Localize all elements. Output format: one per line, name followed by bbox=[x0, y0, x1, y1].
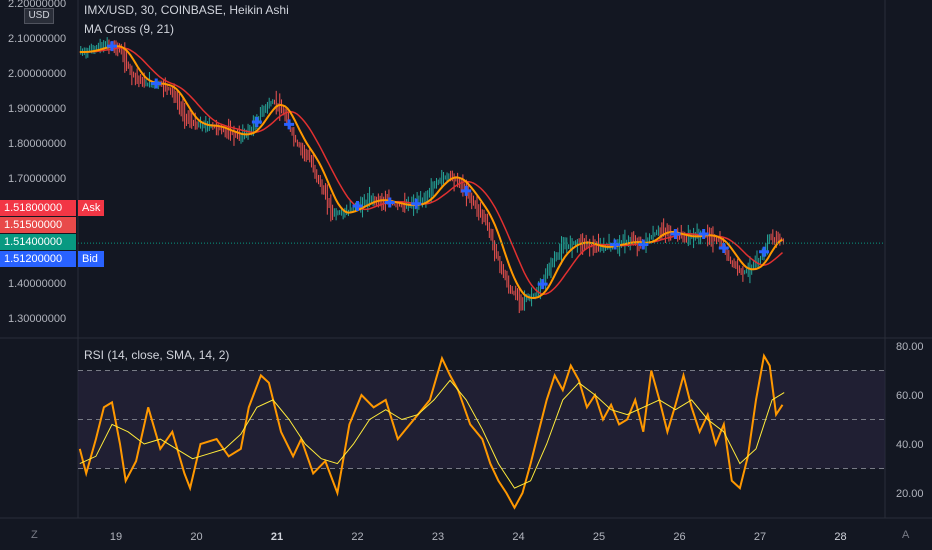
price-axis-tick-label: 1.70000000 bbox=[8, 173, 66, 185]
rsi-axis-tick-label: 40.00 bbox=[896, 439, 924, 451]
time-axis-tick-label: 26 bbox=[673, 531, 685, 543]
ma-cross-marker bbox=[461, 185, 472, 196]
ask-text-badge: Ask bbox=[78, 200, 104, 216]
time-axis-tick-label: 24 bbox=[512, 531, 524, 543]
time-axis-tick-label: 22 bbox=[351, 531, 363, 543]
last-price-badge: 1.51400000 bbox=[0, 234, 76, 250]
ma-cross-label[interactable]: MA Cross (9, 21) bbox=[84, 22, 175, 36]
price-axis-tick-label: 1.80000000 bbox=[8, 138, 66, 150]
ma-cross-marker bbox=[638, 239, 649, 250]
rsi-axis-tick-label: 20.00 bbox=[896, 488, 924, 500]
price-axis-tick-label: 1.30000000 bbox=[8, 313, 66, 325]
price-axis-tick-label: 2.20000000 bbox=[8, 0, 66, 10]
time-axis-tick-label: 21 bbox=[271, 531, 283, 543]
ask2-price-badge: 1.51500000 bbox=[0, 217, 76, 233]
price-axis-tick-label: 1.40000000 bbox=[8, 278, 66, 290]
time-axis-tick-label: 25 bbox=[593, 531, 605, 543]
ma-cross-marker bbox=[151, 78, 162, 89]
ma-cross-marker bbox=[106, 41, 117, 52]
price-axis-tick-label: 2.10000000 bbox=[8, 33, 66, 45]
ma-slow-line bbox=[79, 47, 783, 296]
time-axis-tick-label: 23 bbox=[432, 531, 444, 543]
ma-cross-marker bbox=[251, 117, 262, 127]
bid-price-badge: 1.51200000 bbox=[0, 251, 76, 267]
rsi-label[interactable]: RSI (14, close, SMA, 14, 2) bbox=[84, 348, 230, 362]
ma-cross-marker bbox=[698, 229, 709, 239]
ma-cross-marker bbox=[411, 198, 422, 209]
price-axis-tick-label: 1.90000000 bbox=[8, 103, 66, 115]
ma-cross-marker bbox=[284, 119, 295, 130]
chart-title: IMX/USD, 30, COINBASE, Heikin Ashi bbox=[84, 3, 289, 17]
ma-cross-marker bbox=[759, 246, 770, 257]
ma-cross-marker bbox=[718, 243, 729, 253]
bid-text-badge: Bid bbox=[78, 251, 104, 267]
rsi-axis-tick-label: 80.00 bbox=[896, 341, 924, 353]
ma-cross-marker bbox=[670, 229, 681, 239]
rsi-line bbox=[78, 352, 784, 510]
ma-cross-marker bbox=[610, 239, 621, 250]
currency-badge[interactable]: USD bbox=[24, 8, 54, 24]
auto-scale-button-left[interactable]: Z bbox=[31, 529, 38, 541]
price-axis-tick-label: 2.00000000 bbox=[8, 68, 66, 80]
ma-cross-marker bbox=[352, 201, 363, 211]
ma-cross-marker bbox=[384, 197, 395, 208]
ma-cross-marker bbox=[537, 279, 548, 290]
time-axis-tick-label: 27 bbox=[754, 531, 766, 543]
time-axis-tick-label: 28 bbox=[834, 531, 846, 543]
auto-scale-button-right[interactable]: A bbox=[902, 529, 910, 541]
time-axis-tick-label: 19 bbox=[110, 531, 122, 543]
rsi-axis-tick-label: 60.00 bbox=[896, 390, 924, 402]
ask-price-badge: 1.51800000 bbox=[0, 200, 76, 216]
ma-fast-line bbox=[79, 45, 784, 300]
time-axis-tick-label: 20 bbox=[190, 531, 202, 543]
rsi-sma-line bbox=[79, 379, 785, 489]
